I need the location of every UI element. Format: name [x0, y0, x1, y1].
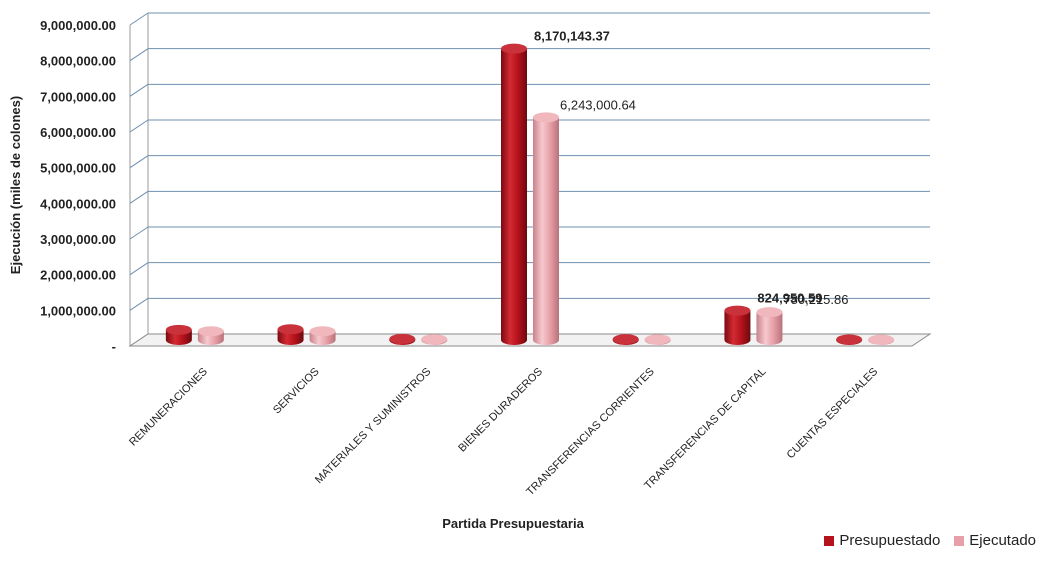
data-label: 8,170,143.37 — [534, 29, 610, 44]
y-tick-label: 5,000,000.00 — [40, 161, 116, 176]
legend-swatch-ejecutado — [954, 535, 965, 546]
gridline-side — [129, 190, 149, 204]
gridline-side — [129, 262, 149, 276]
bar-ejecutado — [533, 112, 559, 345]
x-tick-label: TRANSFERENCIAS CORRIENTES — [524, 366, 657, 499]
y-tick-label: - — [112, 339, 116, 354]
bar-presupuestado — [165, 324, 192, 345]
data-label: 824,950.59 — [757, 291, 822, 306]
y-tick-label: 9,000,000.00 — [40, 18, 116, 33]
x-tick-label: REMUNERACIONES — [127, 366, 210, 449]
bar-ejecutado — [421, 334, 448, 345]
bar-presupuestado — [277, 324, 304, 345]
gridline-side — [129, 12, 149, 26]
y-tick-label: 2,000,000.00 — [40, 268, 116, 283]
bar-ejecutado — [868, 334, 895, 345]
gridline-side — [129, 155, 149, 169]
x-tick-label: BIENES DURADEROS — [456, 366, 545, 455]
bar-ejecutado — [197, 326, 224, 345]
data-label: 6,243,000.64 — [560, 97, 636, 112]
gridline-side — [129, 48, 149, 62]
bar-presupuestado — [612, 334, 639, 345]
legend-item-presupuestado: Presupuestado — [824, 532, 940, 549]
y-tick-label: 8,000,000.00 — [40, 54, 116, 69]
y-axis-title: Ejecución (miles de colones) — [8, 96, 23, 274]
chart-floor — [128, 333, 932, 347]
y-tick-label: 3,000,000.00 — [40, 232, 116, 247]
gridline-side — [129, 297, 149, 311]
bar-presupuestado — [389, 333, 416, 345]
x-axis-title: Partida Presupuestaria — [442, 516, 584, 531]
bar-presupuestado — [836, 334, 863, 345]
bar-presupuestado — [501, 43, 527, 346]
x-tick-label: TRANSFERENCIAS DE CAPITAL — [642, 366, 768, 492]
y-tick-label: 4,000,000.00 — [40, 196, 116, 211]
gridline-side — [129, 226, 149, 240]
gridline-side — [129, 119, 149, 133]
x-tick-label: CUENTAS ESPECIALES — [785, 366, 881, 462]
legend: Presupuestado Ejecutado — [824, 532, 1036, 549]
x-tick-label: SERVICIOS — [271, 366, 322, 417]
y-tick-label: 1,000,000.00 — [40, 303, 116, 318]
legend-label-ejecutado: Ejecutado — [969, 532, 1036, 549]
legend-swatch-presupuestado — [824, 535, 835, 546]
bar-ejecutado — [756, 307, 783, 345]
y-tick-label: 7,000,000.00 — [40, 89, 116, 104]
x-tick-label: MATERIALES Y SUMINISTROS — [313, 366, 433, 486]
y-tick-label: 6,000,000.00 — [40, 125, 116, 140]
bar-ejecutado — [644, 334, 671, 345]
gridline-side — [129, 83, 149, 97]
y-axis: - 1,000,000.00 2,000,000.00 3,000,000.00 4,0… — [40, 18, 116, 354]
bars: 8,170,143.37 6,243,000.64 824,950.59780,21… — [165, 29, 895, 346]
bar-ejecutado — [309, 326, 336, 345]
legend-label-presupuestado: Presupuestado — [839, 532, 941, 549]
data-label: 780,215.86 — [783, 292, 848, 307]
bar-presupuestado — [724, 305, 751, 345]
legend-item-ejecutado: Ejecutado — [954, 532, 1036, 549]
